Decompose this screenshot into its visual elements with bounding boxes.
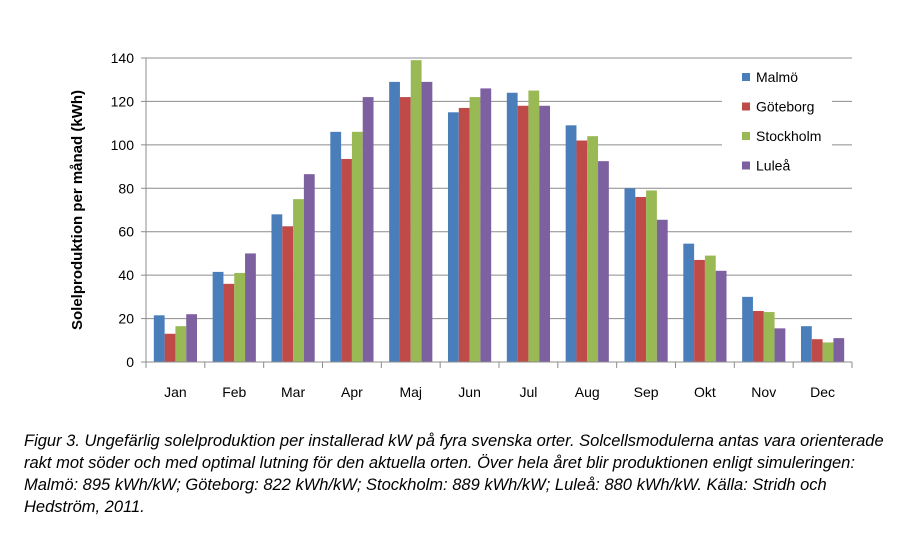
x-tick-label: Maj	[399, 384, 422, 400]
bar	[399, 97, 411, 362]
legend: Malmö Göteborg Stockholm Luleå	[722, 60, 832, 178]
y-tick-label: 120	[111, 93, 135, 109]
y-tick-label: 0	[126, 354, 134, 370]
bar	[774, 328, 786, 362]
bar	[421, 81, 433, 362]
bar	[506, 92, 518, 362]
x-tick-label: Feb	[222, 384, 246, 400]
bar	[389, 81, 400, 362]
bar	[234, 272, 246, 362]
bar	[576, 140, 588, 362]
bar	[656, 219, 668, 362]
legend-label: Malmö	[756, 69, 798, 85]
y-axis-label: Solelproduktion per månad (kWh)	[69, 90, 86, 330]
bar	[624, 188, 636, 362]
bar	[598, 161, 609, 362]
bar	[153, 315, 165, 362]
bars	[153, 60, 845, 363]
x-tick-label: Okt	[694, 384, 716, 400]
y-tick-label: 80	[118, 180, 134, 196]
x-tick-label: Dec	[810, 384, 835, 400]
x-tick-label: Jun	[458, 384, 481, 400]
bar	[469, 97, 481, 362]
bar	[683, 243, 695, 362]
bar	[447, 112, 459, 363]
x-tick-label: Sep	[634, 384, 659, 400]
bar	[822, 342, 834, 362]
legend-box	[722, 60, 832, 178]
legend-swatch	[742, 161, 750, 170]
legend-swatch	[742, 73, 750, 81]
bar	[565, 125, 577, 362]
bar	[271, 214, 283, 362]
y-tick-labels: 0 20 40 60 80 100 120 140	[111, 50, 135, 370]
bar	[704, 255, 716, 362]
bar	[282, 226, 294, 362]
y-tick-label: 40	[118, 267, 134, 283]
bar	[587, 136, 599, 362]
x-tick-label: Jul	[519, 384, 537, 400]
bar	[330, 131, 342, 362]
bar	[245, 253, 256, 362]
bar	[212, 271, 224, 362]
bar	[175, 326, 187, 362]
bar	[293, 199, 304, 362]
bar	[811, 339, 823, 362]
x-tick-label: Aug	[575, 384, 600, 400]
y-tick-label: 20	[118, 311, 134, 327]
x-tick-label: Apr	[341, 384, 363, 400]
bar	[164, 333, 176, 362]
bar	[763, 312, 775, 362]
bar	[800, 326, 812, 362]
x-tick-label: Nov	[751, 384, 776, 400]
x-tick-labels: Jan Feb Mar Apr Maj Jun Jul Aug Sep Okt Nov Dec	[164, 384, 835, 400]
bar	[351, 131, 363, 362]
axes	[141, 57, 853, 368]
bar	[410, 60, 422, 363]
bar	[635, 196, 647, 362]
bar	[458, 107, 470, 362]
y-tick-label: 140	[111, 50, 135, 66]
bar-chart: 0 20 40 60 80 100 120 140 Jan Feb Mar Apr Maj Jun Jul…	[69, 50, 853, 400]
bar	[539, 105, 551, 363]
gridlines	[146, 57, 852, 320]
bar	[646, 190, 657, 362]
bar	[341, 158, 352, 362]
bar	[528, 90, 540, 363]
bar	[715, 270, 727, 362]
bar	[517, 105, 529, 363]
bar	[223, 283, 235, 362]
bar	[694, 259, 705, 362]
legend-label: Stockholm	[756, 128, 821, 144]
bar	[480, 88, 492, 363]
bar	[303, 174, 315, 362]
legend-swatch	[742, 102, 750, 111]
bar	[186, 314, 198, 362]
legend-label: Göteborg	[756, 99, 814, 115]
y-tick-label: 60	[118, 224, 134, 240]
figure-caption: Figur 3. Ungefärlig solelproduktion per …	[24, 432, 884, 516]
bar	[742, 296, 753, 362]
bar	[752, 310, 764, 362]
legend-label: Luleå	[756, 158, 790, 174]
bar	[833, 338, 845, 362]
y-tick-label: 100	[111, 137, 135, 153]
x-tick-label: Mar	[281, 384, 305, 400]
legend-swatch	[742, 132, 750, 140]
x-tick-label: Jan	[164, 384, 187, 400]
bar	[362, 97, 374, 362]
